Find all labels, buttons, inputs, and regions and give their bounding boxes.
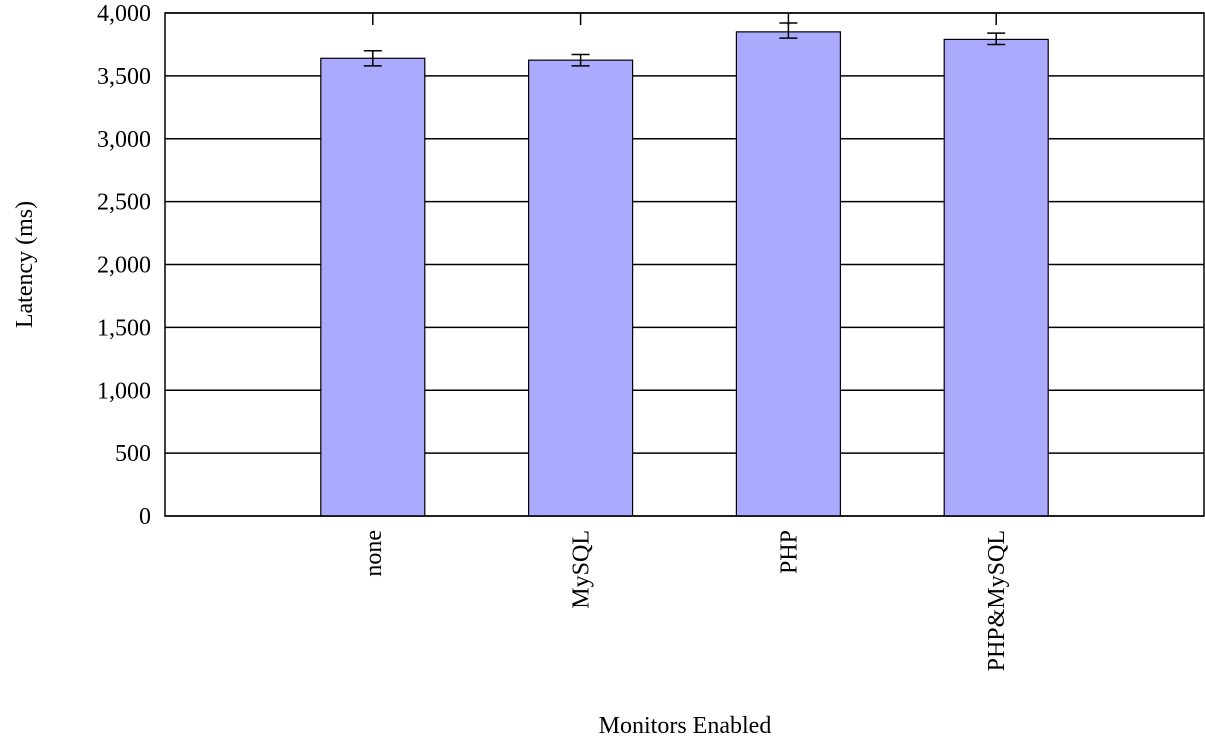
- error-bar: [779, 22, 798, 39]
- x-tick-label: MySQL: [569, 530, 595, 609]
- x-axis-title: Monitors Enabled: [599, 713, 772, 739]
- x-axis-tick-labels: none MySQL PHP PHP&MySQL: [361, 530, 1010, 671]
- bar-mysql: [527, 59, 634, 517]
- error-bar: [363, 49, 382, 67]
- x-tick-label: PHP: [776, 530, 802, 574]
- plot-area-frame: [164, 12, 1205, 517]
- bar-php: [735, 31, 842, 517]
- bar-none: [320, 57, 426, 517]
- y-tick-label: 4,000: [97, 1, 151, 27]
- y-axis-title: Latency (ms): [12, 201, 38, 328]
- bar-php-mysql: [943, 38, 1049, 517]
- y-tick-label: 2,500: [97, 190, 151, 216]
- x-tick-label: none: [361, 530, 387, 577]
- y-axis-tick-labels: 0 500 1,000 1,500 2,000 2,500 3,000 3,500 4,000: [97, 1, 151, 530]
- y-tick-label: 2,000: [97, 253, 151, 279]
- error-bars: [363, 22, 1006, 67]
- bars: [320, 31, 1049, 517]
- y-tick-label: 3,000: [97, 127, 151, 153]
- error-bar: [571, 53, 590, 67]
- error-bar: [987, 32, 1006, 46]
- y-tick-label: 3,500: [97, 64, 151, 90]
- y-tick-label: 1,500: [97, 315, 151, 341]
- y-tick-label: 0: [139, 504, 151, 530]
- y-tick-label: 1,000: [97, 378, 151, 404]
- x-tick-label: PHP&MySQL: [984, 530, 1010, 671]
- y-tick-label: 500: [115, 441, 151, 467]
